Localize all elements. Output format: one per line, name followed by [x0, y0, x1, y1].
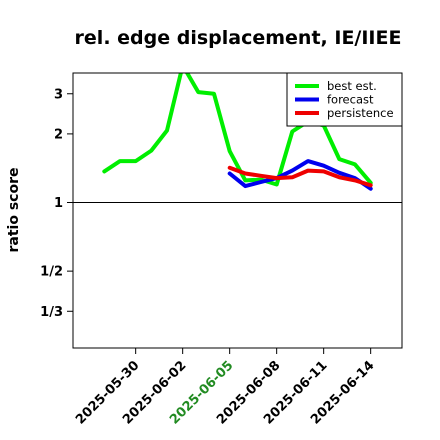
- legend-label: persistence: [327, 106, 394, 120]
- y-tick-label: 1/2: [40, 265, 63, 280]
- plot-frame: [72, 72, 403, 349]
- y-tick-label: 1: [54, 196, 63, 211]
- series-line-forecast: [227, 159, 373, 191]
- y-axis-label: ratio score: [6, 168, 22, 253]
- y-tick-label: 2: [54, 127, 63, 142]
- series-line-best-est: [102, 73, 373, 187]
- series-layer: [102, 73, 373, 191]
- legend-label: forecast: [327, 93, 374, 107]
- legend-label: best est.: [327, 79, 377, 93]
- series-line-persistence: [227, 165, 373, 188]
- chart-title: rel. edge displacement, IE/IIEE: [75, 27, 402, 49]
- y-tick-label: 1/3: [40, 305, 63, 320]
- y-tick-label: 3: [54, 87, 63, 102]
- y-axis: 3 2 1 1/2 1/3: [40, 87, 73, 320]
- x-axis: 2025-05-302025-06-022025-06-052025-06-08…: [73, 348, 377, 428]
